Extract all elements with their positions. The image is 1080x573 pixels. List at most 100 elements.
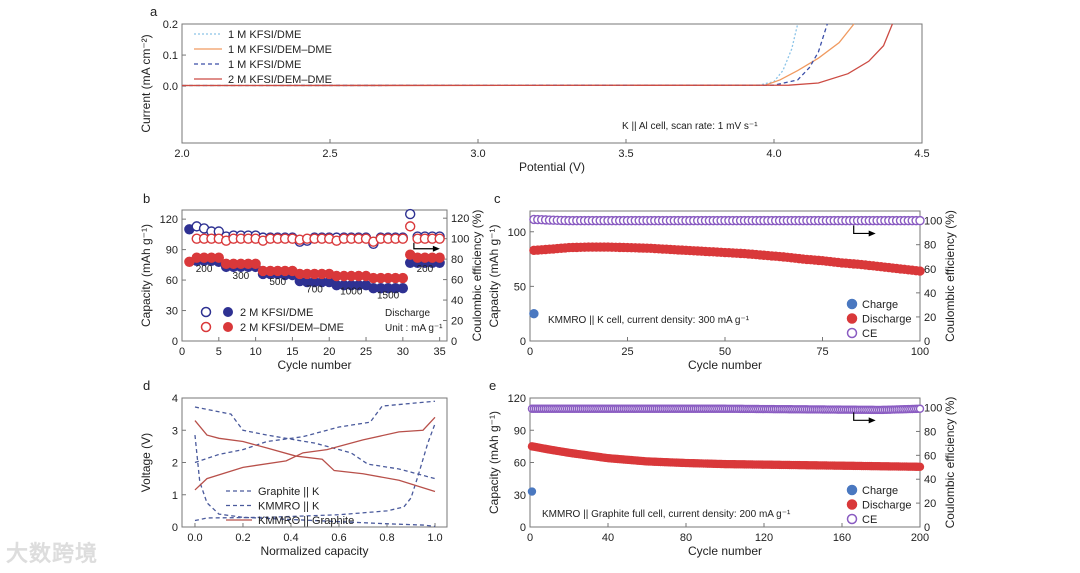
x-tick-label: 3.5 — [618, 148, 633, 160]
legend-label: 1 M KFSI/DME — [228, 59, 301, 71]
y-right-axis-label: Coulombic efficiency (%) — [470, 210, 484, 342]
y-tick-label: 2 — [172, 458, 178, 470]
series-line — [194, 423, 436, 522]
y-right-tick-label: 80 — [924, 240, 936, 252]
data-point — [397, 233, 409, 244]
rate-label: 200 — [196, 264, 213, 275]
x-tick-label: 15 — [286, 346, 298, 358]
legend-marker — [846, 484, 858, 496]
legend-label: Discharge — [862, 314, 912, 326]
y-right-tick-label: 0 — [451, 336, 457, 348]
data-point — [397, 272, 409, 284]
y-right-tick-label: 40 — [924, 474, 936, 486]
legend-label: Charge — [862, 485, 898, 497]
y-tick-label: 0.1 — [163, 50, 178, 62]
series-line — [194, 420, 436, 493]
data-point — [404, 208, 416, 220]
data-point — [434, 252, 445, 263]
y-tick-label: 0.2 — [163, 19, 178, 31]
x-tick-label: 50 — [719, 346, 731, 358]
y-tick-label: 0 — [172, 522, 178, 534]
plot-frame-b — [181, 209, 448, 342]
ce-axis-arrow-icon — [853, 225, 872, 235]
rate-label: 200 — [417, 264, 434, 275]
panel-label-c: c — [494, 191, 501, 206]
y-right-tick-label: 20 — [924, 312, 936, 324]
series-line — [194, 406, 436, 480]
rate-label: 1000 — [340, 286, 363, 297]
panel-label-d: d — [143, 378, 150, 393]
y-right-tick-label: 40 — [924, 288, 936, 300]
x-tick-label: 0.2 — [235, 532, 250, 544]
arrow-head-icon — [868, 417, 876, 424]
y-right-tick-label: 40 — [451, 295, 463, 307]
x-tick-label: 5 — [216, 346, 222, 358]
legend-marker-open — [200, 306, 212, 318]
data-point — [397, 282, 409, 294]
y-right-tick-label: 0 — [924, 336, 930, 348]
rate-label: 1500 — [377, 290, 400, 301]
y-axis-label: Capacity (mAh g⁻¹) — [487, 411, 501, 514]
y-tick-label: 50 — [514, 281, 526, 293]
x-axis-label: Normalized capacity — [260, 544, 368, 558]
data-point — [529, 308, 539, 319]
x-tick-label: 25 — [360, 346, 372, 358]
y-right-tick-label: 80 — [924, 426, 936, 438]
watermark: 大数跨境 — [6, 542, 99, 567]
x-tick-label: 0.0 — [187, 532, 202, 544]
x-tick-label: 40 — [602, 532, 614, 544]
y-right-tick-label: 100 — [924, 216, 942, 228]
y-axis-label: Current (mA cm⁻²) — [139, 34, 153, 132]
x-tick-label: 100 — [911, 346, 929, 358]
x-tick-label: 2.5 — [322, 148, 337, 160]
x-tick-label: 0 — [527, 532, 533, 544]
y-tick-label: 0.0 — [163, 81, 178, 93]
y-tick-label: 0 — [520, 336, 526, 348]
y-tick-label: 1 — [172, 490, 178, 502]
y-tick-label: 90 — [514, 425, 526, 437]
y-tick-label: 3 — [172, 425, 178, 437]
x-tick-label: 160 — [833, 532, 851, 544]
legend-label: Discharge — [862, 500, 912, 512]
legend-label: 2 M KFSI/DEM–DME — [240, 322, 344, 334]
legend-label: 1 M KFSI/DME — [228, 29, 301, 41]
plot-frame-a — [181, 23, 923, 144]
y-tick-label: 4 — [172, 393, 178, 405]
y-right-tick-label: 60 — [924, 450, 936, 462]
y-right-tick-label: 20 — [451, 316, 463, 328]
y-tick-label: 60 — [166, 275, 178, 287]
legend-label: CE — [862, 328, 877, 340]
y-right-tick-label: 20 — [924, 498, 936, 510]
x-axis-label: Potential (V) — [519, 160, 585, 174]
data-point — [915, 215, 925, 226]
y-tick-label: 120 — [508, 393, 526, 405]
x-tick-label: 3.0 — [470, 148, 485, 160]
y-tick-label: 100 — [508, 227, 526, 239]
y-axis-label: Capacity (mAh g⁻¹) — [487, 224, 501, 327]
arrow-head-icon — [432, 245, 440, 252]
x-tick-label: 30 — [397, 346, 409, 358]
x-tick-label: 0.8 — [379, 532, 394, 544]
x-axis-label: Cycle number — [277, 358, 351, 372]
note-text: Discharge — [385, 308, 430, 319]
x-tick-label: 0 — [527, 346, 533, 358]
legend-marker — [846, 313, 858, 324]
x-axis-label: Cycle number — [688, 544, 762, 558]
legend-marker — [846, 327, 858, 339]
x-tick-label: 75 — [816, 346, 828, 358]
y-tick-label: 0 — [172, 336, 178, 348]
x-tick-label: 25 — [621, 346, 633, 358]
x-tick-label: 4.0 — [766, 148, 781, 160]
legend-label: Graphite || K — [258, 486, 320, 498]
y-tick-label: 30 — [514, 490, 526, 502]
rate-label: 500 — [269, 277, 286, 288]
legend-marker-filled — [223, 307, 233, 317]
series-line — [194, 416, 436, 491]
data-point — [915, 404, 925, 413]
y-tick-label: 90 — [166, 245, 178, 257]
x-tick-label: 35 — [434, 346, 446, 358]
x-tick-label: 1.0 — [427, 532, 442, 544]
legend-marker — [846, 499, 858, 510]
